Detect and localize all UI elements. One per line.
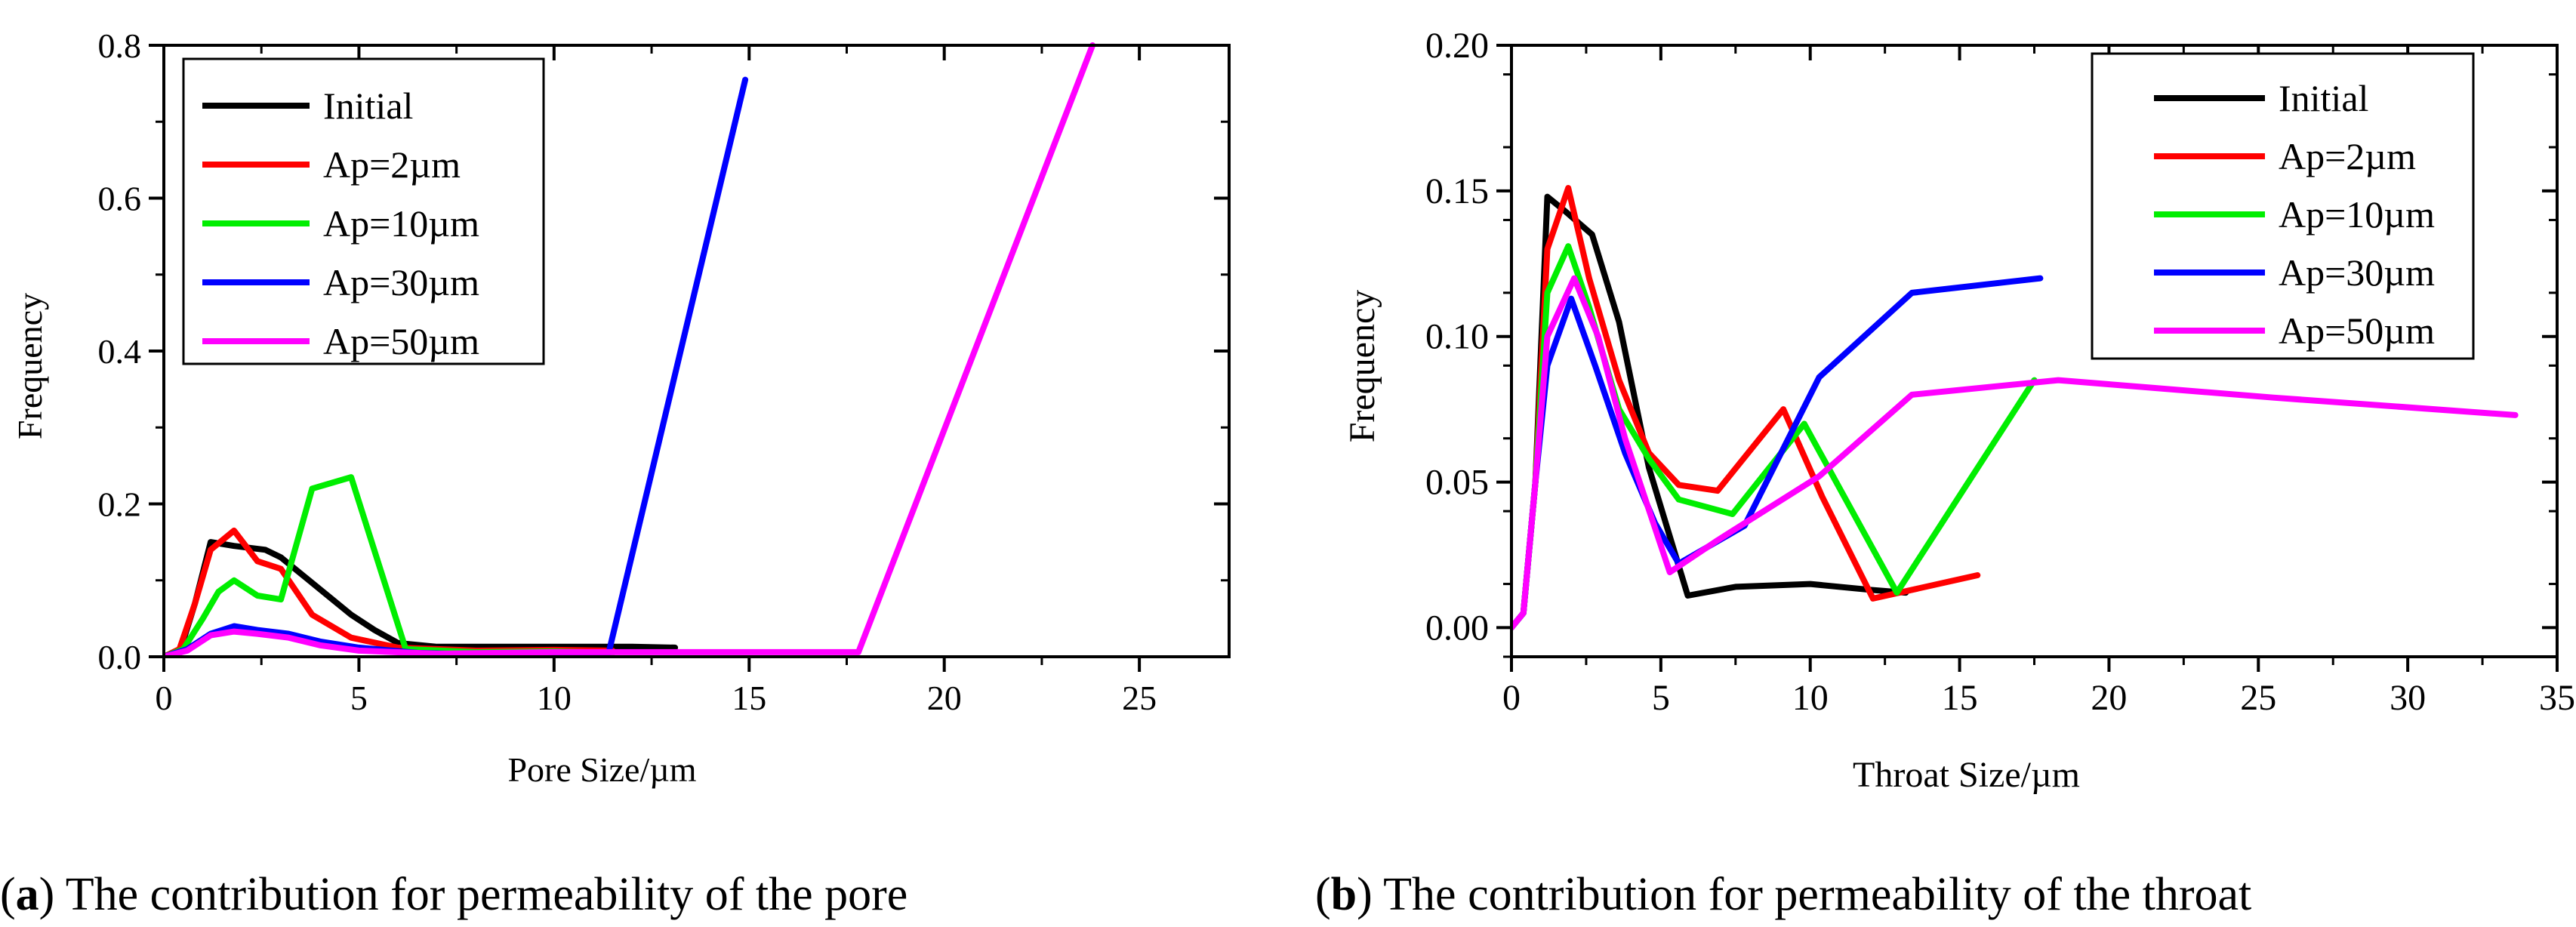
legend-label-0: Initial (323, 85, 413, 127)
legend-label-3: Ap=30µm (2279, 251, 2435, 294)
y-axis-title: Frequency (1342, 290, 1382, 443)
series-line-0 (164, 539, 679, 657)
y-tick-label: 0.20 (1425, 26, 1489, 66)
x-tick-label: 15 (732, 679, 766, 717)
throat-size-chart: 0 5 10 15 20 25 30 35 0.00 0.05 0.10 0.15 0.20 Throat… (1342, 26, 2575, 795)
series-line-3 (1511, 275, 2044, 631)
legend-label-1: Ap=2µm (2279, 135, 2416, 177)
series-line-4 (164, 42, 1096, 657)
x-tick-label: 35 (2539, 678, 2575, 718)
x-tick-label: 5 (1652, 678, 1670, 718)
caption-b: (b) The contribution for permeability of… (1315, 869, 2251, 920)
legend-label-3: Ap=30µm (323, 261, 479, 303)
caption-a: (a) The contribution for permeability of… (0, 869, 907, 920)
legend-label-1: Ap=2µm (323, 143, 461, 186)
series-group (1511, 185, 2519, 631)
x-tick-label: 5 (350, 679, 368, 717)
y-tick-label: 0.05 (1425, 463, 1489, 503)
y-axis-title: Frequency (11, 293, 49, 439)
y-tick-label: 0.6 (98, 180, 142, 218)
x-tick-label: 20 (927, 679, 962, 717)
legend-label-0: Initial (2279, 77, 2368, 119)
pore-size-chart: 0 5 10 15 20 25 0.0 0.2 0.4 0.6 0.8 Pore Size/µm Fre… (11, 26, 1231, 789)
y-tick-label: 0.0 (98, 638, 142, 676)
x-tick-label: 0 (156, 679, 173, 717)
x-tick-label: 15 (1942, 678, 1978, 718)
x-tick-label: 10 (1792, 678, 1829, 718)
legend-label-2: Ap=10µm (323, 202, 479, 245)
x-axis-title: Pore Size/µm (507, 750, 696, 789)
series-line-2 (1511, 243, 2038, 631)
legend-label-4: Ap=50µm (2279, 310, 2435, 352)
y-tick-label: 0.4 (98, 332, 142, 371)
legend-label-2: Ap=10µm (2279, 193, 2435, 236)
x-tick-label: 0 (1502, 678, 1521, 718)
x-tick-label: 10 (537, 679, 572, 717)
y-tick-label: 0.00 (1425, 608, 1489, 648)
y-tick-label: 0.10 (1425, 317, 1489, 357)
y-tick-label: 0.2 (98, 485, 142, 524)
series-line-1 (1511, 185, 1981, 631)
series-group (164, 42, 1096, 657)
y-tick-label: 0.8 (98, 26, 142, 65)
series-line-4 (1511, 275, 2519, 631)
x-axis-title: Throat Size/µm (1853, 755, 2080, 795)
y-tick-label: 0.15 (1425, 171, 1489, 211)
legend-box (182, 57, 545, 365)
legend-label-4: Ap=50µm (323, 320, 479, 362)
x-tick-label: 30 (2390, 678, 2426, 718)
x-tick-label: 25 (2240, 678, 2276, 718)
x-tick-label: 25 (1122, 679, 1157, 717)
legend-box (2091, 52, 2475, 360)
x-tick-label: 20 (2091, 678, 2127, 718)
